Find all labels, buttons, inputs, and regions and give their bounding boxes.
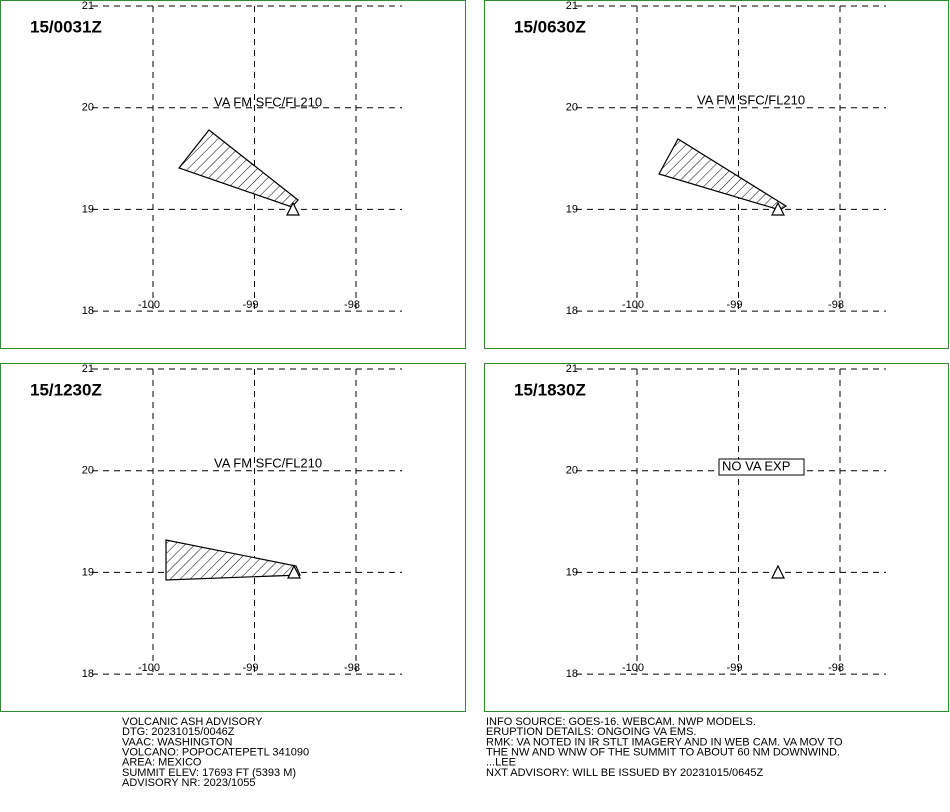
panel: -98 -99 -100 18 19 20 21 15/1230Z VA FM SFC/FL… [0,363,466,712]
lat-tick-label: 20 [82,465,94,477]
panel: -98 -99 -100 18 19 20 21 15/0031Z VA FM SFC/FL… [0,0,466,349]
footer-line: ...LEE [486,757,516,769]
lat-tick-label: 19 [82,203,94,215]
ash-label: NO VA EXP [722,458,790,473]
volcano-symbol [286,201,300,216]
time-label: 15/0630Z [514,17,586,36]
ash-area [658,138,788,211]
lon-tick-label: -99 [727,299,743,311]
lon-tick-label: -98 [828,662,844,674]
footer-line: AREA: MEXICO [122,757,202,769]
panel: -98 -99 -100 18 19 20 21 15/1830Z NO VA EXP [484,363,949,712]
lat-tick-label: 18 [566,668,578,680]
lat-tick-label: 19 [82,566,94,578]
panel-frame [0,0,466,349]
lat-tick-label: 19 [566,203,578,215]
lat-tick-label: 20 [566,465,578,477]
lon-tick-label: -98 [344,299,360,311]
footer-line: DTG: 20231015/0046Z [122,726,235,738]
footer-line: THE NW AND WNW OF THE SUMMIT TO ABOUT 60… [486,747,840,759]
volcano-symbol [771,201,785,216]
footer-line: VOLCANO: POPOCATEPETL 341090 [122,747,309,759]
volcano-symbol [771,564,785,579]
lat-tick-label: 21 [566,363,578,375]
lat-tick-label: 21 [82,0,94,12]
panel-frame [0,363,466,712]
ash-label: VA FM SFC/FL210 [697,92,805,107]
ash-area [178,129,299,208]
ash-area [165,539,301,581]
lon-tick-label: -99 [243,299,259,311]
lon-tick-label: -100 [138,662,160,674]
lat-tick-label: 20 [566,102,578,114]
footer-line: ADVISORY NR: 2023/1055 [122,777,256,789]
footer-line: SUMMIT ELEV: 17693 FT (5393 M) [122,767,296,779]
lat-tick-label: 21 [82,363,94,375]
panel-frame [484,363,949,712]
lon-tick-label: -100 [138,299,160,311]
lon-tick-label: -99 [243,662,259,674]
footer-line: NXT ADVISORY: WILL BE ISSUED BY 20231015… [486,767,763,779]
lat-tick-label: 18 [82,668,94,680]
lon-tick-label: -99 [727,662,743,674]
footer-line: VAAC: WASHINGTON [122,736,232,748]
footer-line: ERUPTION DETAILS: ONGOING VA EMS. [486,726,696,738]
footer-line: VOLCANIC ASH ADVISORY [122,716,263,728]
lon-tick-label: -100 [622,299,644,311]
lat-tick-label: 18 [82,305,94,317]
ash-label: VA FM SFC/FL210 [214,94,322,109]
footer-line: INFO SOURCE: GOES-16. WEBCAM. NWP MODELS… [486,716,756,728]
lat-tick-label: 20 [82,102,94,114]
lat-tick-label: 19 [566,566,578,578]
lat-tick-label: 18 [566,305,578,317]
footer-line: RMK: VA NOTED IN IR STLT IMAGERY AND IN … [486,736,843,748]
panel-frame [484,0,949,349]
time-label: 15/1230Z [30,380,102,399]
volcano-symbol [287,564,301,579]
ash-label: VA FM SFC/FL210 [214,455,322,470]
lat-tick-label: 21 [566,0,578,12]
time-label: 15/1830Z [514,380,586,399]
time-label: 15/0031Z [30,17,102,36]
panel: -98 -99 -100 18 19 20 21 15/0630Z VA FM SFC/FL… [484,0,949,349]
label-box [718,458,805,476]
lon-tick-label: -98 [344,662,360,674]
lon-tick-label: -100 [622,662,644,674]
lon-tick-label: -98 [828,299,844,311]
